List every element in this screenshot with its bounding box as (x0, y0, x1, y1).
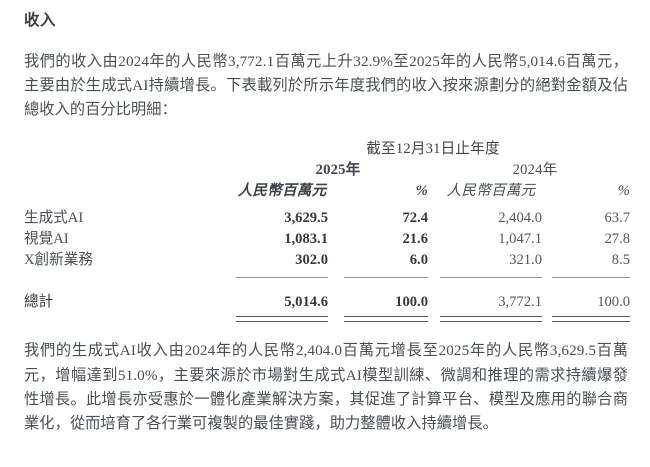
rule-spacer (24, 269, 236, 278)
table-header-unit-row: 人民幣百萬元 % 人民幣百萬元 % (24, 179, 630, 200)
total-row: 總計 5,014.6 100.0 3,772.1 100.0 (24, 290, 630, 311)
header-unit-rmb-2024: 人民幣百萬元 (446, 183, 536, 200)
total-amount-2025: 5,014.6 (284, 294, 328, 311)
row-label: 生成式AI (24, 210, 84, 227)
outro-paragraph: 我們的生成式AI收入由2024年的人民幣2,404.0百萬元增長至2025年的人… (24, 342, 629, 432)
dbl-rule-spacer (24, 311, 236, 322)
row-pct-2024: 27.8 (604, 231, 631, 248)
table-row: X創新業務 302.0 6.0 321.0 8.5 (24, 248, 630, 269)
total-rule-amount-2025 (236, 311, 344, 323)
row-amount-2025: 302.0 (295, 252, 328, 269)
header-unit-pct-2024: % (617, 183, 631, 200)
header-spacer-3 (24, 179, 236, 200)
total-rule-pct-2025 (344, 311, 440, 323)
row-label: 視覺AI (24, 231, 69, 248)
table-row: 生成式AI 3,629.5 72.4 2,404.0 63.7 (24, 206, 630, 227)
header-period: 截至12月31日止年度 (366, 141, 500, 158)
row-amount-2024: 321.0 (509, 252, 542, 269)
subtotal-rule-row (24, 269, 631, 279)
subtotal-rule-pct-2025 (344, 269, 440, 279)
total-double-rule-row (24, 311, 631, 323)
intro-paragraph: 我們的收入由2024年的人民幣3,772.1百萬元上升32.9%至2025年的人… (24, 52, 628, 118)
total-rule-pct-2024 (552, 311, 631, 323)
row-pct-2025: 6.0 (409, 252, 428, 269)
header-year-2024: 2024年 (512, 162, 558, 179)
revenue-breakdown-table: 截至12月31日止年度 2025年 2024年 人民幣百萬元 % 人民幣百萬元 … (24, 137, 631, 323)
subtotal-rule-amount-2024 (440, 269, 552, 279)
row-label: X創新業務 (24, 252, 93, 269)
row-amount-2024: 2,404.0 (498, 210, 542, 227)
row-pct-2024: 63.7 (604, 210, 631, 227)
total-gap-row (24, 278, 630, 290)
subtotal-rule-pct-2024 (552, 269, 631, 279)
row-amount-2025: 3,629.5 (284, 210, 328, 227)
subtotal-rule-amount-2025 (236, 269, 344, 279)
row-amount-2025: 1,083.1 (284, 231, 328, 248)
total-label: 總計 (24, 294, 54, 311)
table-row: 視覺AI 1,083.1 21.6 1,047.1 27.8 (24, 227, 630, 248)
page-title: 收入 (24, 12, 57, 29)
total-pct-2025: 100.0 (395, 294, 428, 311)
header-spacer-2 (24, 158, 236, 179)
header-unit-pct-2025: % (415, 183, 428, 200)
table-header-year-row: 2025年 2024年 (24, 158, 630, 179)
total-pct-2024: 100.0 (597, 294, 631, 311)
row-pct-2025: 72.4 (402, 210, 428, 227)
row-amount-2024: 1,047.1 (498, 231, 542, 248)
header-unit-rmb-2025: 人民幣百萬元 (237, 183, 327, 200)
header-year-2025: 2025年 (315, 162, 361, 179)
total-rule-amount-2024 (440, 311, 552, 323)
table-header-period-row: 截至12月31日止年度 (24, 137, 630, 158)
row-pct-2024: 8.5 (611, 252, 631, 269)
total-amount-2024: 3,772.1 (498, 294, 542, 311)
row-pct-2025: 21.6 (402, 231, 428, 248)
header-spacer (24, 137, 236, 158)
